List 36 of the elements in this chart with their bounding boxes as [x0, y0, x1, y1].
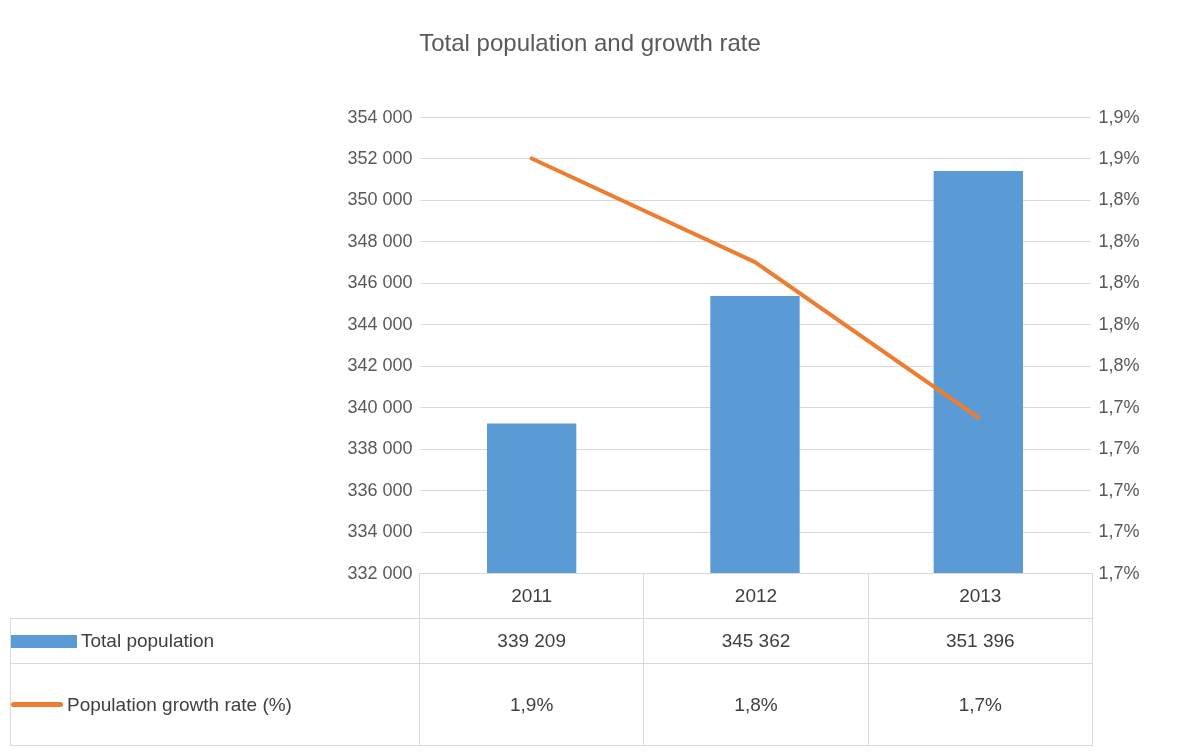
- y-tick-label: 342 000: [347, 355, 413, 376]
- y2-tick-label: 1,7%: [1098, 479, 1140, 500]
- y2-tick-label: 1,8%: [1098, 355, 1140, 376]
- y2-tick-label: 1,7%: [1098, 438, 1140, 459]
- y2-tick-label: 1,9%: [1098, 147, 1140, 168]
- y2-tick-label: 1,8%: [1098, 230, 1140, 251]
- y-tick-label: 336 000: [347, 479, 413, 500]
- legend-label: Population growth rate (%): [67, 693, 292, 716]
- y-tick-label: 346 000: [347, 272, 413, 293]
- x-tick-label: 2013: [868, 573, 1093, 619]
- y-tick-label: 344 000: [347, 313, 413, 334]
- y-tick-label: 352 000: [347, 147, 413, 168]
- y-tick-label: 340 000: [347, 396, 413, 417]
- data-label: 351 396: [868, 618, 1093, 664]
- y2-tick-label: 1,7%: [1098, 521, 1140, 542]
- y-tick-label: 354 000: [347, 106, 413, 127]
- y2-tick-label: 1,7%: [1098, 562, 1140, 583]
- data-label: 1,7%: [868, 663, 1093, 746]
- x-tick-label: 2012: [643, 573, 869, 619]
- chart-title: Total population and growth rate: [419, 29, 761, 56]
- legend-label: Total population: [81, 630, 215, 653]
- y2-tick-label: 1,8%: [1098, 189, 1140, 210]
- x-tick-label: 2011: [419, 573, 644, 619]
- data-label: 345 362: [643, 618, 869, 664]
- y-tick-label: 332 000: [347, 562, 413, 583]
- y2-tick-label: 1,7%: [1098, 396, 1140, 417]
- data-label: 1,9%: [419, 663, 644, 746]
- y-tick-label: 338 000: [347, 438, 413, 459]
- y-tick-label: 334 000: [347, 521, 413, 542]
- data-label: 339 209: [419, 618, 644, 664]
- y-tick-label: 350 000: [347, 189, 413, 210]
- y-tick-label: 348 000: [347, 230, 413, 251]
- y2-tick-label: 1,9%: [1098, 106, 1140, 127]
- data-label: 1,8%: [643, 663, 869, 746]
- y2-tick-label: 1,8%: [1098, 272, 1140, 293]
- y2-tick-label: 1,8%: [1098, 313, 1140, 334]
